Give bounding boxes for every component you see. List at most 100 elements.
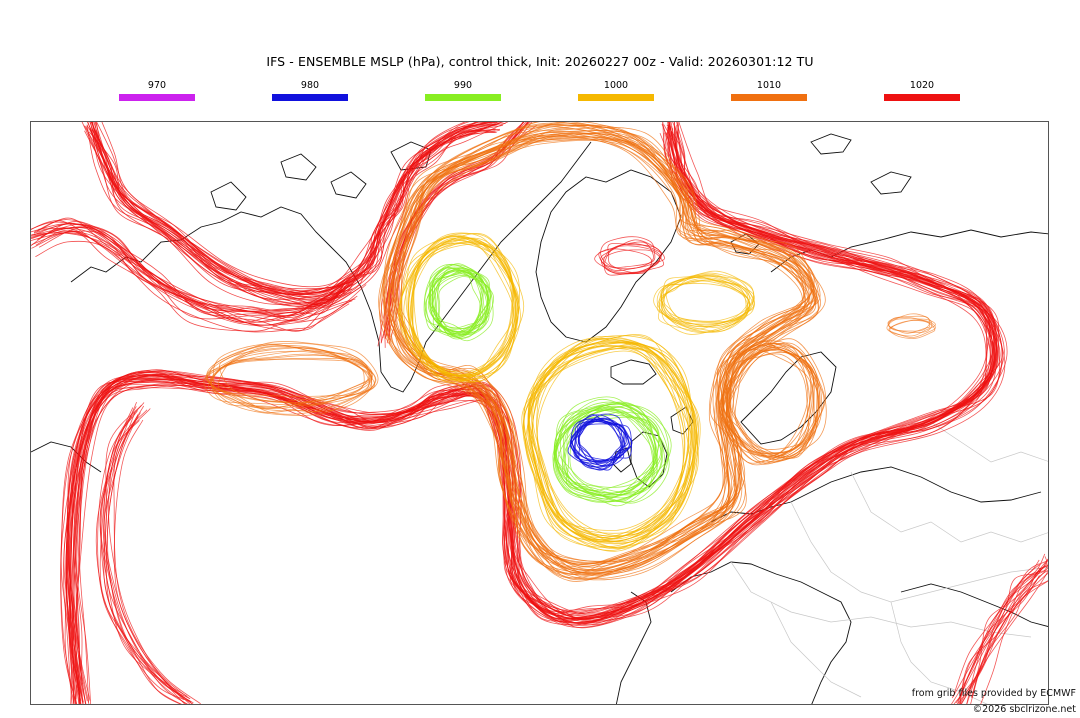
legend-swatch: [578, 94, 654, 101]
legend-item-1010: 1010: [730, 80, 808, 101]
legend-label: 1020: [909, 80, 935, 91]
isobar-line: [31, 221, 344, 324]
isobar-line: [887, 316, 930, 332]
isobar-line: [434, 271, 491, 335]
isobar-1010-pacific-low: [203, 341, 379, 416]
legend-swatch: [119, 94, 195, 101]
isobar-line: [208, 357, 372, 413]
isobar-line: [84, 130, 500, 301]
isobar-line: [385, 122, 815, 565]
isobar-line: [206, 345, 373, 408]
isobar-line: [38, 226, 358, 331]
isobar-line: [957, 567, 1042, 704]
legend-item-1020: 1020: [883, 80, 961, 101]
isobar-1020-greenland-high: [594, 236, 666, 276]
legend-item-1000: 1000: [577, 80, 655, 101]
legend-item-990: 990: [424, 80, 502, 101]
isobar-1020-atlantic: [60, 122, 1008, 704]
isobar-line: [958, 556, 1048, 701]
isobar-line: [560, 403, 656, 493]
isobar-line: [557, 409, 663, 496]
isobar-line: [103, 415, 189, 704]
legend-swatch: [731, 94, 807, 101]
legend-label: 1010: [756, 80, 782, 91]
isobar-line: [211, 350, 370, 412]
legend-label: 1000: [603, 80, 629, 91]
isobar-line: [398, 240, 514, 377]
isobar-line: [31, 232, 354, 323]
legend-label: 980: [300, 80, 320, 91]
isobar-line: [952, 559, 1040, 697]
isobar-1000-iceland-low: [521, 334, 701, 552]
isobar-line: [401, 122, 815, 565]
isobar-line: [33, 219, 353, 317]
isobar-line: [31, 232, 342, 320]
isobar-line: [68, 122, 1003, 704]
isobar-line: [553, 405, 657, 498]
isobar-line: [72, 122, 993, 697]
isobar-line: [966, 565, 1048, 704]
isobar-line: [567, 420, 622, 471]
chart-title: IFS - ENSEMBLE MSLP (hPa), control thick…: [266, 54, 814, 69]
legend-swatch: [884, 94, 960, 101]
isobar-line: [31, 227, 343, 311]
isobar-line: [63, 128, 998, 704]
isobar-line: [663, 272, 755, 323]
isobar-line: [594, 248, 653, 275]
isobar-line: [563, 416, 670, 504]
legend-item-970: 970: [118, 80, 196, 101]
isobar-line: [73, 122, 1005, 701]
isobar-line: [574, 421, 622, 471]
isobar-line: [391, 135, 816, 573]
isobar-line: [665, 274, 755, 322]
isobar-line: [69, 122, 1003, 704]
isobar-line: [956, 562, 1048, 704]
isobar-line: [886, 318, 936, 337]
isobar-line: [410, 240, 520, 382]
isobar-line: [210, 354, 377, 415]
isobar-line: [60, 122, 995, 704]
isobar-line: [31, 231, 339, 323]
isobar-line: [64, 122, 995, 704]
isobar-line: [35, 240, 350, 333]
isobar-line: [75, 122, 997, 704]
isobar-1000-norway: [653, 270, 756, 335]
isobar-contours: [31, 122, 1048, 704]
isobar-990-labrador: [423, 263, 495, 342]
map-canvas: [31, 122, 1048, 704]
isobar-line: [63, 132, 988, 704]
legend-label: 970: [147, 80, 167, 91]
isobar-line: [953, 569, 1048, 704]
isobar-1010-scandinavia: [717, 338, 827, 466]
isobar-line: [105, 405, 191, 704]
isobar-line: [966, 565, 1048, 704]
isobar-line: [103, 405, 188, 697]
isobar-line: [31, 223, 353, 317]
isobar-line: [888, 319, 936, 339]
isobar-line: [407, 238, 519, 377]
isobar-line: [600, 236, 656, 269]
isobar-line: [96, 122, 504, 298]
isobar-line: [34, 223, 352, 318]
isobar-line: [95, 407, 190, 702]
isobar-1010-main: [378, 122, 826, 582]
isobar-line: [35, 229, 356, 332]
isobar-line: [378, 136, 811, 574]
isobar-line: [405, 235, 513, 376]
isobar-line: [99, 401, 191, 700]
isobar-line: [600, 239, 662, 271]
isobar-line: [970, 566, 1048, 704]
isobar-line: [209, 344, 373, 402]
isobar-line: [413, 241, 519, 382]
isobar-1020-alaska: [31, 217, 367, 333]
isobar-line: [69, 124, 998, 704]
isobar-line: [961, 563, 1040, 704]
isobar-line: [888, 315, 931, 334]
isobar-line: [889, 320, 936, 339]
isobar-1010-east: [886, 313, 936, 339]
copyright-credit: ©2026 sbclrizone.net: [972, 704, 1076, 715]
isobar-line: [951, 553, 1046, 699]
mslp-map: [30, 121, 1049, 705]
isobar-line: [113, 419, 194, 704]
isobar-line: [527, 342, 692, 549]
